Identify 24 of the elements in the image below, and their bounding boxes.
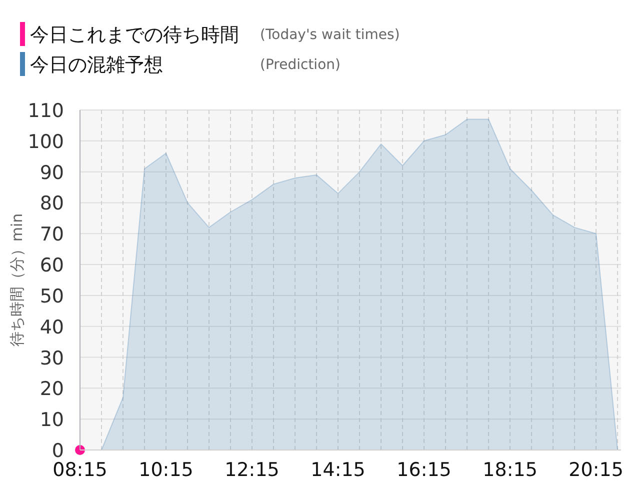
y-tick-label: 100 [28, 130, 64, 153]
x-tick-label: 16:15 [396, 459, 452, 481]
x-tick-label: 10:15 [138, 459, 194, 481]
y-tick-label: 40 [40, 316, 64, 338]
y-tick-label: 80 [40, 192, 64, 215]
y-tick-label: 30 [40, 347, 64, 370]
y-tick-label: 70 [40, 224, 64, 246]
x-tick-label: 18:15 [482, 459, 538, 481]
y-tick-label: 90 [40, 162, 64, 184]
y-tick-label: 60 [40, 254, 64, 277]
text: (Today's wait times) [260, 27, 400, 43]
legend-label: 今日これまでの待ち時間 [30, 24, 239, 46]
y-tick-label: 50 [40, 285, 64, 308]
x-tick-label: 08:15 [52, 459, 108, 481]
text: (Prediction) [260, 57, 340, 73]
y-axis-title: 待ち時間（分）min [8, 213, 26, 347]
x-tick-label: 20:15 [568, 459, 624, 481]
y-tick-label: 20 [40, 378, 64, 400]
x-tick-label: 14:15 [310, 459, 366, 481]
y-tick-label: 10 [40, 409, 64, 432]
x-tick-label: 12:15 [224, 459, 280, 481]
legend-label: 今日の混雑予想 [30, 54, 163, 76]
y-tick-label: 110 [28, 100, 64, 122]
y-tick-label: 0 [52, 440, 64, 462]
